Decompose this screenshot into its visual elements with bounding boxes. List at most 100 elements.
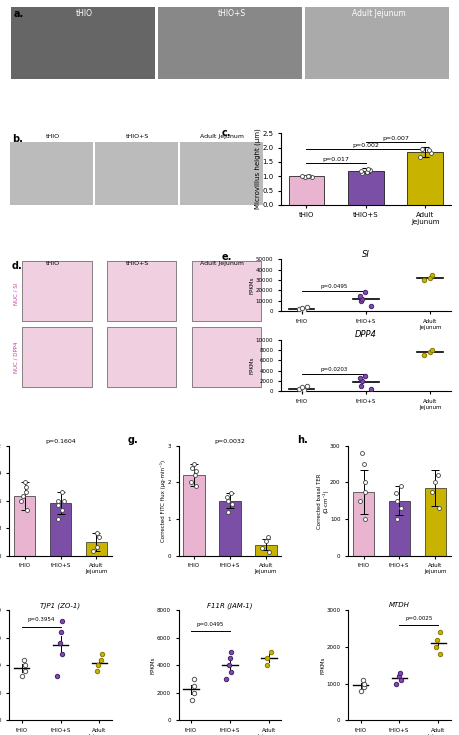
Point	[366, 383, 374, 395]
Bar	[288, 176, 324, 205]
Point	[393, 513, 400, 525]
Text: p=0.3954: p=0.3954	[28, 617, 55, 623]
Bar	[183, 475, 204, 556]
Point	[357, 447, 364, 459]
Point	[60, 495, 67, 506]
Point	[188, 462, 196, 473]
Point	[394, 670, 401, 682]
Point	[224, 495, 231, 506]
Point	[298, 385, 305, 397]
Point	[359, 458, 366, 470]
Point	[300, 304, 307, 316]
Point	[392, 487, 399, 499]
Point	[54, 500, 62, 512]
Point	[223, 491, 230, 503]
Point	[264, 531, 271, 543]
Point	[427, 269, 435, 281]
Point	[433, 469, 440, 481]
Text: tHIO+S: tHIO+S	[125, 134, 149, 139]
Point	[356, 290, 363, 301]
Point	[258, 542, 265, 554]
Point	[262, 659, 269, 671]
Point	[58, 648, 66, 660]
Text: a.: a.	[14, 10, 24, 20]
Text: tHIO+S: tHIO+S	[125, 261, 149, 265]
Text: NUC / DPP4: NUC / DPP4	[13, 341, 18, 373]
Y-axis label: FPKMs: FPKMs	[319, 656, 325, 674]
Point	[227, 667, 235, 678]
Title: DPP4: DPP4	[354, 330, 376, 339]
Point	[361, 476, 368, 488]
Point	[420, 274, 427, 286]
Point	[397, 502, 404, 514]
Point	[190, 458, 197, 470]
Point	[186, 476, 194, 488]
Text: p=0.0495: p=0.0495	[196, 622, 224, 626]
Point	[298, 305, 305, 317]
Text: p=0.0203: p=0.0203	[319, 367, 347, 372]
Point	[436, 626, 443, 638]
Point	[357, 295, 364, 306]
Text: p=0.1604: p=0.1604	[45, 439, 76, 444]
Point	[21, 476, 28, 488]
Text: Adult Jejunum: Adult Jejunum	[351, 10, 404, 18]
Y-axis label: FPKMs: FPKMs	[150, 656, 155, 674]
Text: h.: h.	[296, 435, 307, 445]
Title: MTDH: MTDH	[388, 603, 409, 609]
Point	[297, 381, 305, 393]
Point	[357, 380, 364, 392]
Point	[357, 685, 364, 697]
Point	[192, 465, 199, 477]
Point	[359, 678, 366, 689]
Point	[94, 659, 101, 671]
Point	[432, 634, 439, 645]
Point	[95, 531, 102, 543]
Point	[427, 344, 435, 356]
Point	[226, 653, 233, 664]
Point	[427, 486, 435, 498]
Point	[17, 495, 25, 506]
Point	[225, 659, 232, 671]
Bar	[304, 7, 448, 79]
Bar	[191, 261, 261, 321]
Text: e.: e.	[221, 251, 231, 262]
Point	[222, 673, 230, 685]
Bar	[22, 261, 91, 321]
Bar	[255, 545, 276, 556]
Point	[435, 648, 442, 660]
Point	[308, 171, 315, 182]
Point	[366, 300, 374, 312]
Point	[431, 476, 438, 488]
Point	[356, 373, 363, 384]
Point	[366, 164, 373, 176]
Point	[425, 272, 432, 284]
Bar	[157, 7, 302, 79]
Point	[227, 645, 235, 657]
Point	[55, 513, 62, 525]
Point	[190, 673, 197, 685]
Point	[98, 648, 105, 660]
Point	[392, 495, 400, 506]
Point	[360, 486, 367, 498]
Text: NUC / SI: NUC / SI	[13, 282, 18, 305]
Bar	[106, 326, 176, 387]
Bar	[219, 501, 240, 556]
Point	[228, 498, 235, 510]
Point	[57, 626, 64, 638]
Bar	[22, 326, 91, 387]
Text: Adult Jejunum: Adult Jejunum	[200, 261, 244, 265]
Bar	[347, 171, 383, 205]
Point	[415, 151, 422, 162]
Bar	[191, 326, 261, 387]
Y-axis label: Corrected basal TER
(Ω·cm⁻²): Corrected basal TER (Ω·cm⁻²)	[316, 473, 328, 528]
Point	[303, 171, 311, 182]
Point	[397, 674, 404, 686]
Y-axis label: FPKMs: FPKMs	[249, 356, 254, 374]
Point	[58, 486, 66, 498]
Point	[358, 293, 365, 304]
Point	[265, 546, 272, 558]
Bar	[106, 261, 176, 321]
Point	[188, 694, 195, 706]
Point	[263, 653, 270, 664]
Point	[19, 490, 26, 502]
